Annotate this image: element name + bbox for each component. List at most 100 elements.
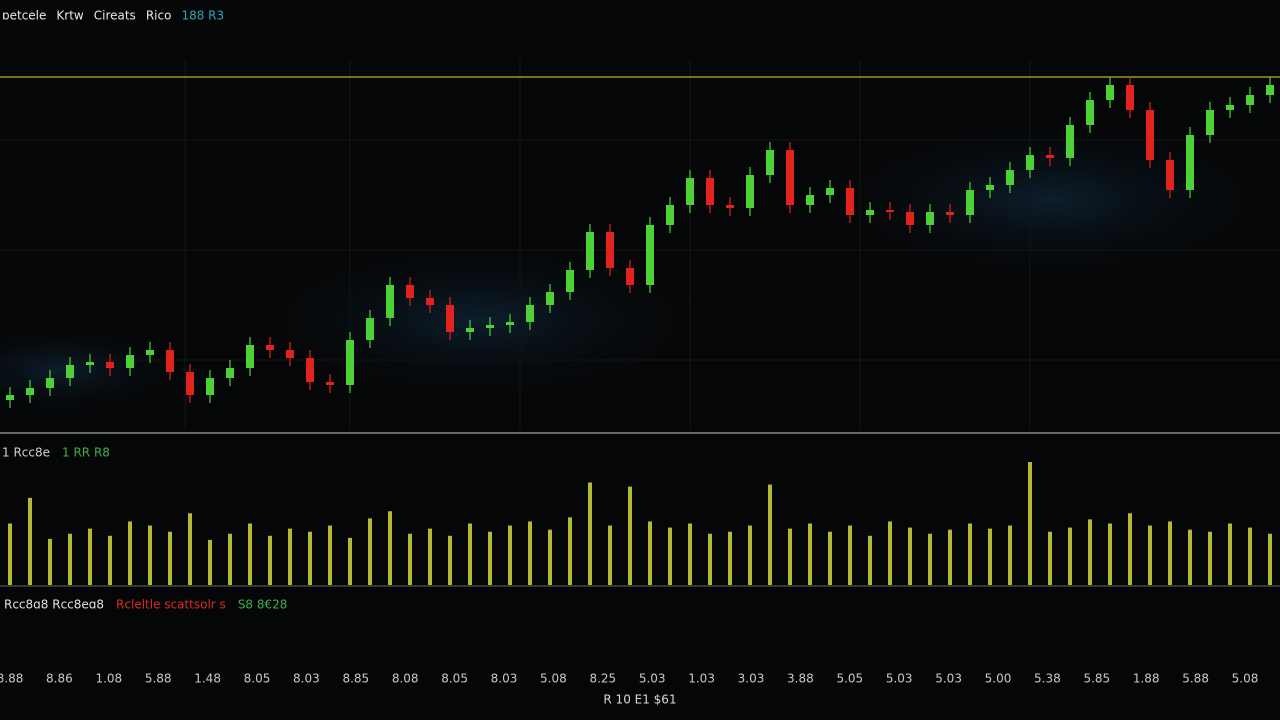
volume-bar bbox=[568, 517, 572, 585]
x-tick-label: 5.03 bbox=[639, 672, 666, 686]
x-tick-label: 1.48 bbox=[194, 672, 221, 686]
label: S8 8€28 bbox=[238, 598, 288, 612]
volume-bar bbox=[788, 528, 792, 585]
volume-bar bbox=[268, 535, 272, 585]
x-tick-label: 5.88 bbox=[1182, 672, 1209, 686]
candle-body bbox=[286, 350, 294, 358]
volume-bar bbox=[508, 525, 512, 585]
volume-bar bbox=[428, 528, 432, 585]
candle-body bbox=[166, 350, 174, 372]
candle-body bbox=[1266, 85, 1274, 95]
candle-body bbox=[986, 185, 994, 190]
volume-bar bbox=[408, 533, 412, 585]
glow bbox=[790, 110, 1280, 290]
volume-bar bbox=[548, 529, 552, 585]
candle-body bbox=[666, 205, 674, 225]
candle-body bbox=[526, 305, 534, 322]
volume-bar bbox=[348, 537, 352, 585]
volume-bar bbox=[468, 523, 472, 585]
candle-body bbox=[1166, 160, 1174, 190]
candle-body bbox=[1106, 85, 1114, 100]
volume-bar bbox=[1088, 519, 1092, 585]
candle-body bbox=[866, 210, 874, 215]
label: Rico bbox=[146, 9, 172, 23]
candle-body bbox=[306, 358, 314, 382]
volume-bar bbox=[848, 525, 852, 585]
x-tick-label: 5.03 bbox=[886, 672, 913, 686]
candle-body bbox=[906, 212, 914, 225]
label: Rcc8ɑ8 Rcc8eɑ8 bbox=[4, 598, 104, 612]
candle-body bbox=[946, 212, 954, 215]
x-tick-label: 8.05 bbox=[244, 672, 271, 686]
volume-bar bbox=[588, 482, 592, 585]
candle-body bbox=[1026, 155, 1034, 170]
volume-bar bbox=[1068, 527, 1072, 585]
volume-bar bbox=[868, 535, 872, 585]
candle-body bbox=[1226, 105, 1234, 110]
candle-body bbox=[446, 305, 454, 332]
candle-body bbox=[466, 328, 474, 332]
volume-bar bbox=[628, 486, 632, 585]
volume-bar bbox=[988, 528, 992, 585]
candle-body bbox=[546, 292, 554, 305]
candle-body bbox=[246, 345, 254, 368]
volume-bar bbox=[688, 523, 692, 585]
candle-body bbox=[966, 190, 974, 215]
x-tick-label: 5.05 bbox=[836, 672, 863, 686]
candle-body bbox=[46, 378, 54, 388]
label: 1 Rcc8e bbox=[2, 446, 50, 460]
candle-body bbox=[226, 368, 234, 378]
label: 188 R3 bbox=[181, 9, 224, 23]
candle-body bbox=[6, 395, 14, 400]
candle-body bbox=[26, 388, 34, 395]
candle-body bbox=[786, 150, 794, 205]
candle-body bbox=[566, 270, 574, 292]
volume-bar bbox=[1188, 529, 1192, 585]
candle-body bbox=[1186, 135, 1194, 190]
marks: ɒetcele Krtw Cireats Rico 188 R3 1 Rcc8e 1 RR … bbox=[0, 9, 1280, 707]
x-tick-label: 3.88 bbox=[787, 672, 814, 686]
footer-label: R 10 E1 $61 bbox=[603, 693, 676, 707]
label: Rcleltle scattsolr s bbox=[116, 598, 226, 612]
volume-bar bbox=[1228, 523, 1232, 585]
volume-bar bbox=[728, 531, 732, 585]
x-tick-label: 8.08 bbox=[392, 672, 419, 686]
x-tick-label: 8.86 bbox=[46, 672, 73, 686]
x-tick-label: 8.88 bbox=[0, 672, 23, 686]
x-tick-label: 5.88 bbox=[145, 672, 172, 686]
label: Cireats bbox=[94, 9, 136, 23]
volume-bar bbox=[368, 518, 372, 585]
candle-body bbox=[126, 355, 134, 368]
x-tick-label: 8.03 bbox=[293, 672, 320, 686]
candle-body bbox=[106, 362, 114, 368]
volume-bar bbox=[608, 525, 612, 585]
label: ɒetcele bbox=[2, 9, 46, 23]
candle-body bbox=[926, 212, 934, 225]
volume-bar bbox=[1028, 462, 1032, 585]
glow bbox=[220, 230, 740, 410]
candle-body bbox=[86, 362, 94, 365]
candle-body bbox=[146, 350, 154, 355]
candle-body bbox=[806, 195, 814, 205]
volume-bar bbox=[328, 525, 332, 585]
volume-bar bbox=[908, 527, 912, 585]
candle-body bbox=[266, 345, 274, 350]
volume-bar bbox=[48, 538, 52, 585]
x-tick-label: 5.38 bbox=[1034, 672, 1061, 686]
x-tick-label: 5.85 bbox=[1083, 672, 1110, 686]
candle-body bbox=[1146, 110, 1154, 160]
volume-bar bbox=[28, 497, 32, 585]
x-tick-label: 3.03 bbox=[738, 672, 765, 686]
candle-body bbox=[1046, 155, 1054, 158]
volume-bar bbox=[288, 528, 292, 585]
candle-body bbox=[1206, 110, 1214, 135]
volume-bar bbox=[928, 533, 932, 585]
volume-bar bbox=[228, 533, 232, 585]
candle-body bbox=[686, 178, 694, 205]
volume-bar bbox=[1268, 533, 1272, 585]
candle-body bbox=[366, 318, 374, 340]
label: 1 RR R8 bbox=[62, 446, 110, 460]
x-tick-label: 8.05 bbox=[441, 672, 468, 686]
